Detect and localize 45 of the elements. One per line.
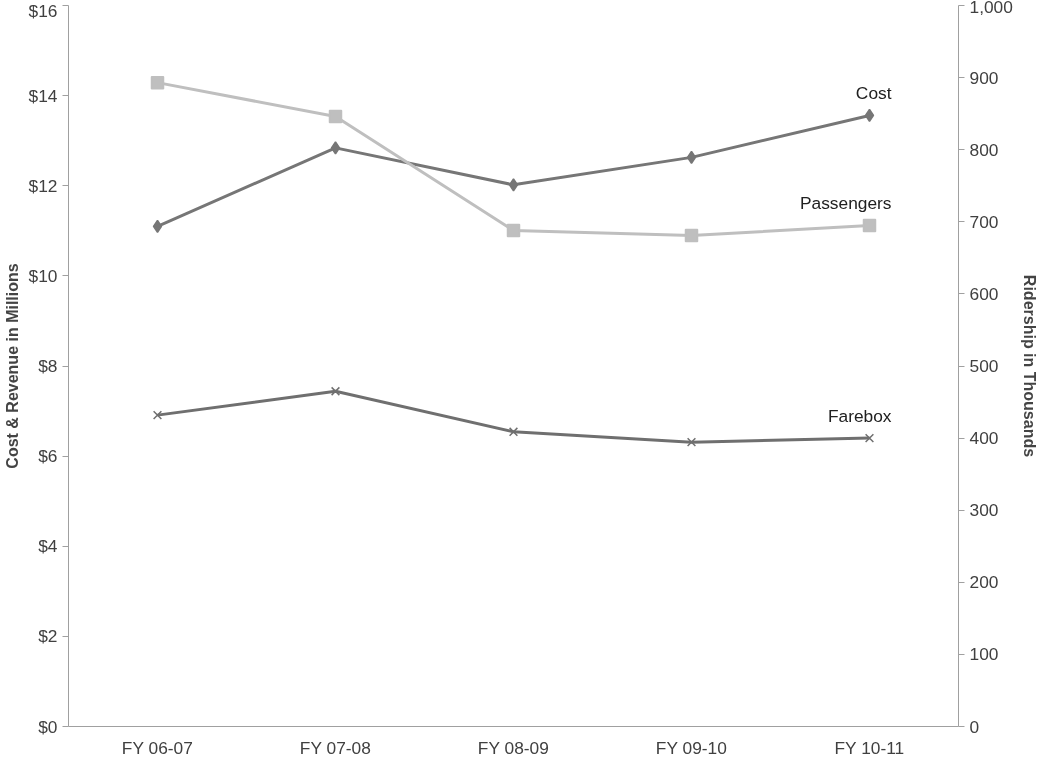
- series-label: Cost: [855, 83, 892, 104]
- y2-tick-label: 600: [969, 283, 999, 304]
- series-label: Farebox: [827, 406, 892, 427]
- y2-tick-label: 1,000: [969, 0, 1013, 17]
- y2-tick-label: 900: [969, 67, 999, 88]
- point: [152, 219, 163, 234]
- y-tick-label: $12: [28, 175, 58, 196]
- y-tick-label: $16: [28, 0, 58, 21]
- point: [508, 178, 519, 192]
- y-tick-label: $10: [28, 265, 58, 286]
- y2-tick-label: 500: [969, 356, 999, 376]
- y2-tick-label: 200: [969, 572, 999, 593]
- x-tick-label: FY 07-08: [299, 737, 371, 758]
- y-tick-label: $2: [38, 626, 58, 647]
- point: [684, 228, 699, 243]
- point: [150, 75, 165, 90]
- y-tick-label: $8: [38, 356, 58, 376]
- x-tick-label: FY 09-10: [655, 737, 727, 758]
- y-tick-label: $14: [28, 85, 58, 106]
- point: [686, 437, 697, 447]
- x-tick-label: FY 06-07: [121, 737, 193, 758]
- point: [152, 410, 163, 420]
- y2-tick-label: 400: [969, 428, 999, 449]
- y2-axis-title: Ridership in Thousands: [1020, 274, 1038, 458]
- y2-tick-label: 100: [969, 644, 999, 665]
- y-axis-title: Cost & Revenue in Millions: [3, 263, 21, 469]
- y-tick-label: $4: [38, 536, 58, 557]
- x-tick-label: FY 10-11: [834, 737, 905, 758]
- series-label: Passengers: [799, 193, 892, 214]
- y-tick-label: $0: [38, 716, 58, 737]
- point: [506, 223, 521, 238]
- y2-tick-label: 700: [969, 211, 999, 232]
- point: [508, 427, 519, 437]
- point: [864, 433, 875, 443]
- point: [862, 218, 877, 233]
- point: [686, 150, 697, 165]
- y2-tick-label: 800: [969, 139, 999, 160]
- y-tick-label: $6: [38, 446, 58, 467]
- y2-tick-label: 300: [969, 500, 999, 521]
- point: [864, 108, 875, 123]
- point: [330, 141, 341, 155]
- point: [330, 386, 341, 396]
- point: [328, 109, 343, 124]
- y2-tick-label: 0: [969, 716, 980, 737]
- x-tick-label: FY 08-09: [477, 737, 549, 758]
